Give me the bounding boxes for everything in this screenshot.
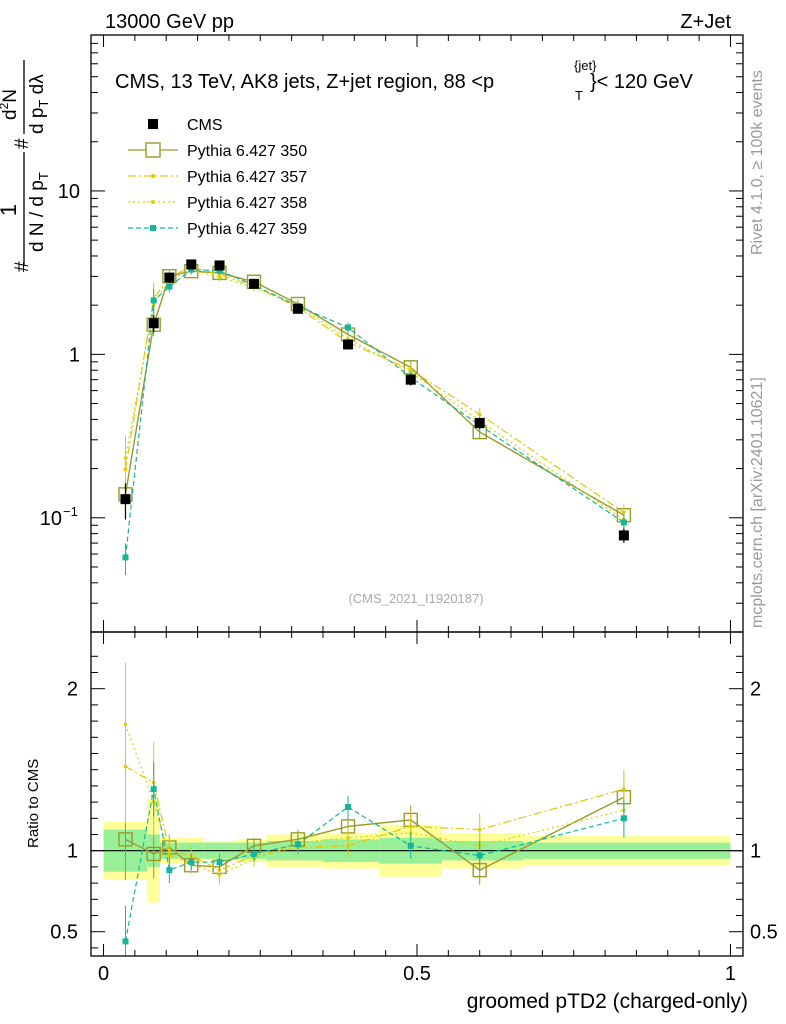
mcplots-label: mcplots.cern.ch [arXiv:2401.10621] <box>749 377 766 628</box>
ylabel-right-den-sub: T <box>36 100 51 108</box>
y-tick-label: 10 <box>40 508 62 530</box>
ratio-point-3 <box>251 850 257 857</box>
ratio-point-3 <box>294 841 301 848</box>
ratio-point-3 <box>166 867 173 874</box>
ylabel-right-sup: 2 <box>0 102 11 109</box>
series-point-3 <box>216 267 223 274</box>
title-main: CMS, 13 TeV, AK8 jets, Z+jet region, 88 … <box>115 71 494 93</box>
series-line-3 <box>124 268 625 558</box>
ratio-point-1 <box>622 787 626 791</box>
title-sub: T <box>575 88 583 103</box>
analysis-id: (CMS_2021_I1920187) <box>348 591 483 606</box>
plot-title: CMS, 13 TeV, AK8 jets, Z+jet region, 88 … <box>115 71 494 93</box>
ratio-point-3 <box>476 852 483 859</box>
ylabel-right-den: d pT dλ <box>27 74 51 134</box>
ylabel-hash-right: # <box>12 138 33 149</box>
x-tick-label: 1 <box>725 963 736 985</box>
ratio-tick-label-left: 2 <box>67 679 78 701</box>
y-tick-label: 10 <box>58 181 80 203</box>
ylabel-hash-left: # <box>12 261 33 272</box>
y-axis-label: 1 d N / d pT # # d2N d pT dλ <box>0 60 51 272</box>
ratio-panel <box>91 662 743 956</box>
series-point-3 <box>166 283 173 290</box>
ratio-point-3 <box>407 842 414 849</box>
ylabel-right-d: d <box>0 109 21 120</box>
cms-data-point <box>249 278 259 289</box>
legend-marker-cms <box>148 119 158 129</box>
ratio-point-0 <box>146 846 161 862</box>
ratio-point-2 <box>167 853 172 858</box>
series-point-3 <box>122 554 129 561</box>
title-tail: }< 120 GeV <box>590 71 694 93</box>
ratio-y-label: Ratio to CMS <box>25 759 42 848</box>
ratio-point-2 <box>123 722 128 727</box>
ylabel-numerator: 1 <box>0 204 21 216</box>
ratio-point-0 <box>118 832 133 847</box>
cms-data-point <box>120 494 131 505</box>
series-point-2 <box>123 456 128 461</box>
cms-data-point <box>343 339 354 350</box>
ylabel-den-text: d N / d p <box>27 180 48 252</box>
ylabel-right-den-text: d p <box>27 108 48 134</box>
series-point-3 <box>620 519 627 526</box>
cms-data-point <box>186 259 197 270</box>
ylabel-right-lambda: dλ <box>27 74 48 100</box>
ratio-point-3 <box>150 786 157 793</box>
series-point-3 <box>345 324 352 331</box>
x-tick-label: 0 <box>98 963 109 985</box>
legend-label: Pythia 6.427 350 <box>187 143 307 160</box>
title-sup: {jet} <box>574 58 597 73</box>
main-panel <box>118 259 632 576</box>
rivet-label: Rivet 4.1.0, ≥ 100k events <box>749 70 766 255</box>
legend-label: CMS <box>187 117 223 134</box>
ratio-point-3 <box>620 815 627 822</box>
series-line-1 <box>124 265 625 514</box>
ratio-point-2 <box>346 835 350 840</box>
x-tick-label: 0.5 <box>403 963 431 985</box>
cms-data-point <box>148 318 159 329</box>
ylabel-right-N: N <box>0 89 21 103</box>
legend-marker-2 <box>151 174 155 178</box>
ylabel-right-num: d2N <box>0 89 21 120</box>
cms-data-point <box>405 374 416 385</box>
legend-label: Pythia 6.427 357 <box>187 169 307 186</box>
cms-data-point <box>474 418 485 429</box>
ratio-point-3 <box>122 938 129 945</box>
ratio-tick-label-right: 1 <box>750 841 761 863</box>
legend-label: Pythia 6.427 358 <box>187 195 307 212</box>
ratio-tick-label-right: 0.5 <box>750 922 778 944</box>
series-line-0 <box>124 270 625 516</box>
legend-marker-4 <box>150 225 156 231</box>
legend-marker-3 <box>151 200 155 204</box>
header-energy: 13000 GeV pp <box>105 11 234 33</box>
legend-marker-1 <box>145 142 161 158</box>
series-point-3 <box>150 297 157 304</box>
ratio-point-2 <box>217 873 222 877</box>
series-point-3 <box>188 266 195 273</box>
cms-data-point <box>214 260 225 271</box>
ratio-tick-label-right: 2 <box>750 679 761 701</box>
ylabel-den-sub: T <box>36 172 51 180</box>
ratio-tick-label-left: 0.5 <box>50 922 78 944</box>
y-tick-exponent: −1 <box>63 504 78 519</box>
ylabel-denominator: d N / d pT <box>27 172 51 252</box>
legend: CMS Pythia 6.427 350 Pythia 6.427 357 Pythi… <box>128 117 307 238</box>
ratio-point-3 <box>188 859 195 866</box>
series-line-2 <box>124 269 625 521</box>
ratio-point-3 <box>345 803 352 810</box>
legend-label: Pythia 6.427 359 <box>187 221 307 238</box>
cms-data-point <box>618 530 629 541</box>
cms-data-point <box>164 272 175 283</box>
header-process: Z+Jet <box>680 11 731 33</box>
ratio-point-3 <box>216 859 223 866</box>
ratio-frame <box>90 631 744 957</box>
y-tick-label: 1 <box>69 344 80 366</box>
ratio-tick-label-left: 1 <box>67 841 78 863</box>
series-point-2 <box>217 275 222 279</box>
cms-data-point <box>292 303 303 314</box>
x-axis-label: groomed pTD2 (charged-only) <box>467 990 748 1013</box>
